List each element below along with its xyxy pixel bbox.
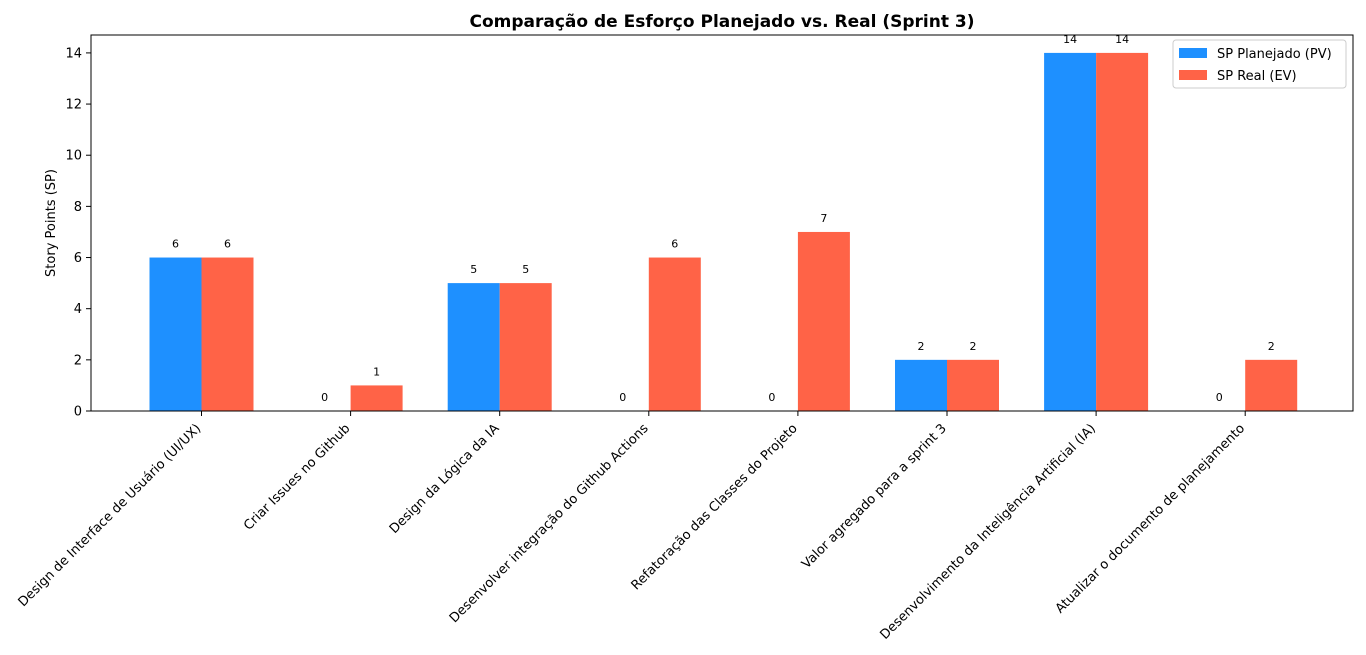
data-label-real-6: 14 <box>1115 33 1129 46</box>
legend-label-real: SP Real (EV) <box>1217 69 1297 84</box>
data-label-real-4: 7 <box>820 212 827 225</box>
y-tick-label: 14 <box>65 46 82 61</box>
data-label-real-3: 6 <box>671 238 678 251</box>
data-labels-group: 6 0 5 0 0 2 14 0 6 1 5 6 7 2 14 2 <box>172 33 1275 404</box>
data-label-planejado-0: 6 <box>172 238 179 251</box>
y-tick-label: 10 <box>65 149 82 164</box>
legend-swatch-planejado <box>1179 48 1207 58</box>
legend-box <box>1172 39 1347 89</box>
data-label-planejado-1: 0 <box>321 391 328 404</box>
legend-label-planejado: SP Planejado (PV) <box>1217 47 1332 62</box>
y-tick-label: 2 <box>74 353 82 368</box>
bar-real-3 <box>648 257 701 411</box>
bar-planejado-0 <box>149 257 202 411</box>
data-label-planejado-2: 5 <box>470 263 477 276</box>
bar-real-0 <box>201 257 254 411</box>
y-tick-label: 12 <box>65 98 82 113</box>
data-label-real-1: 1 <box>373 365 380 378</box>
y-tick-label: 6 <box>74 251 82 266</box>
data-label-real-0: 6 <box>224 238 231 251</box>
y-axis-label: Story Points (SP) <box>44 169 59 277</box>
y-tick-label: 0 <box>74 405 82 420</box>
data-label-planejado-4: 0 <box>768 391 775 404</box>
y-axis: 0 2 4 6 8 10 12 14 <box>65 46 91 420</box>
bar-planejado-6 <box>1044 52 1097 412</box>
y-tick-label: 4 <box>74 302 82 317</box>
x-tick-label: Criar Issues no Github <box>241 421 353 533</box>
bar-planejado-2 <box>447 283 500 411</box>
data-label-planejado-5: 2 <box>918 340 925 353</box>
x-tick-label: Atualizar o documento de planejamento <box>1053 421 1248 616</box>
bar-real-1 <box>350 385 403 411</box>
bar-real-2 <box>499 283 552 411</box>
x-tick-label: Design da Lógica da IA <box>387 421 503 537</box>
bar-planejado-5 <box>895 359 947 411</box>
x-axis: Design de Interface de Usuário (UI/UX) Cr… <box>16 411 1248 643</box>
bar-real-5 <box>947 359 999 411</box>
x-tick-label: Valor agregado para a sprint 3 <box>799 421 950 572</box>
bars-group <box>149 52 1298 412</box>
bar-real-6 <box>1096 52 1149 412</box>
chart-title: Comparação de Esforço Planejado vs. Real… <box>469 12 974 32</box>
plot-area-frame <box>90 34 1354 412</box>
legend-swatch-real <box>1179 70 1207 80</box>
data-label-planejado-6: 14 <box>1063 33 1077 46</box>
legend: SP Planejado (PV) SP Real (EV) <box>1172 39 1347 89</box>
bar-real-7 <box>1245 359 1298 411</box>
x-tick-label: Design de Interface de Usuário (UI/UX) <box>16 421 205 610</box>
data-label-planejado-7: 0 <box>1216 391 1223 404</box>
bar-real-4 <box>797 231 850 411</box>
y-tick-label: 8 <box>74 200 82 215</box>
data-label-real-5: 2 <box>970 340 977 353</box>
data-label-real-7: 2 <box>1268 340 1275 353</box>
data-label-real-2: 5 <box>522 263 529 276</box>
x-tick-label: Refatoração das Classes do Projeto <box>629 421 801 593</box>
data-label-planejado-3: 0 <box>619 391 626 404</box>
